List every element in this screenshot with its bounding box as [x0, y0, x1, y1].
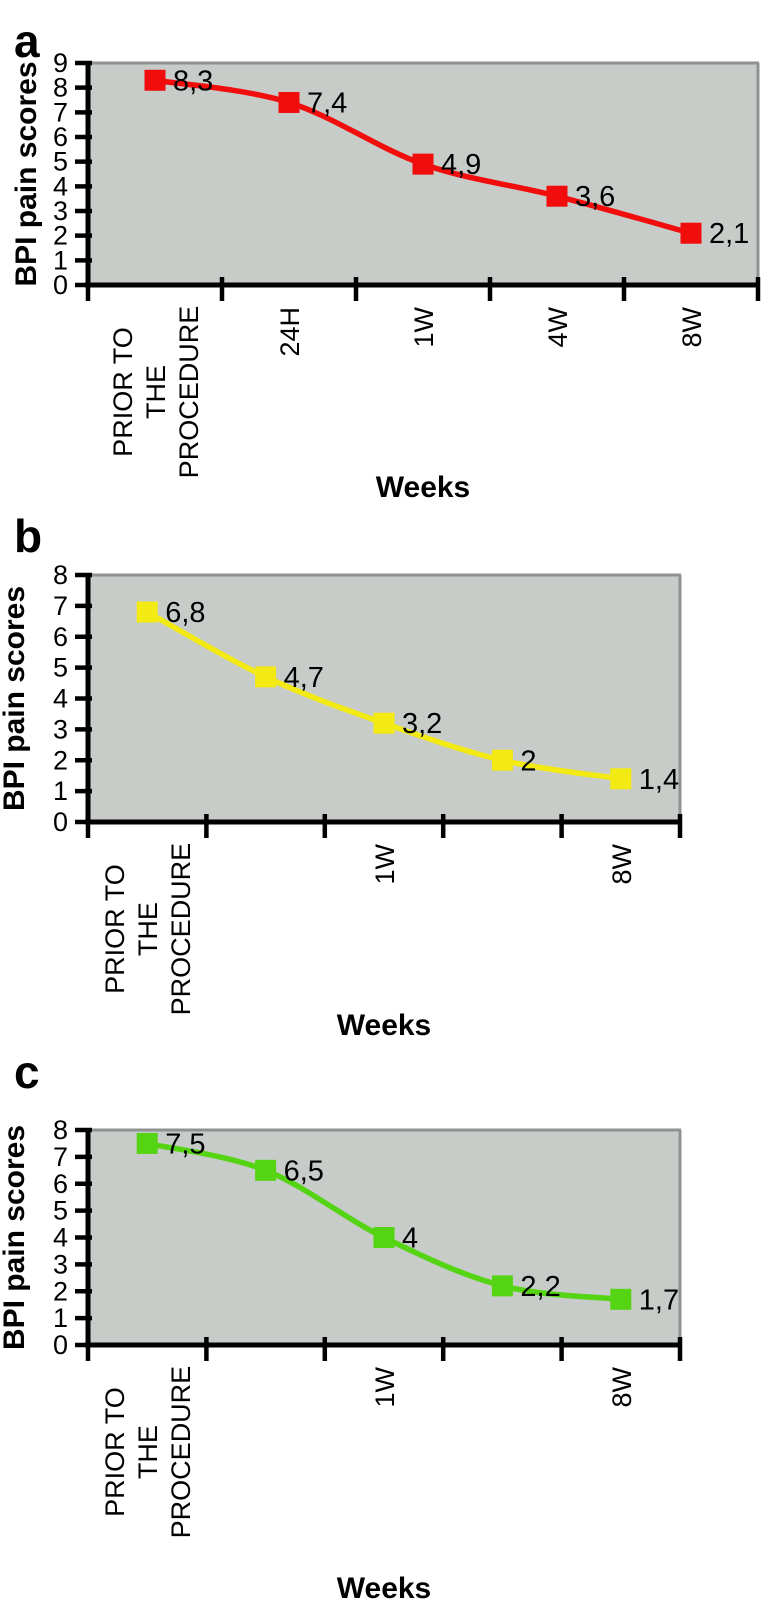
x-tick-label: 24H — [275, 307, 305, 357]
y-tick-label: 7 — [53, 1142, 68, 1172]
y-axis-title: BPI pain scores — [10, 61, 43, 286]
data-point-label: 7,4 — [307, 87, 347, 119]
data-point-marker — [255, 1159, 277, 1181]
x-tick-label: THE — [133, 1425, 163, 1479]
data-point-label: 2,2 — [520, 1271, 560, 1303]
y-tick-label: 4 — [53, 171, 68, 201]
data-point-label: 3,2 — [402, 708, 442, 740]
y-tick-label: 4 — [53, 1223, 68, 1253]
data-point-label: 1,4 — [639, 764, 679, 796]
data-point-label: 4,9 — [441, 149, 481, 181]
y-tick-label: 2 — [53, 221, 68, 251]
panel-letter: a — [14, 15, 40, 67]
y-tick-label: 6 — [53, 1169, 68, 1199]
data-point-label: 3,6 — [575, 181, 615, 213]
data-point-marker — [136, 1132, 158, 1154]
y-tick-label: 1 — [53, 776, 68, 806]
x-axis-title: Weeks — [337, 1572, 432, 1605]
y-tick-label: 2 — [53, 745, 68, 775]
data-point-label: 7,5 — [165, 1128, 205, 1160]
x-tick-label: 1W — [409, 306, 439, 347]
x-tick-label: 8W — [677, 306, 707, 347]
y-tick-label: 0 — [53, 1330, 68, 1360]
data-point-marker — [412, 153, 434, 175]
x-tick-label: PROCEDURE — [174, 306, 204, 479]
x-tick-label: 1W — [370, 843, 400, 884]
y-tick-label: 5 — [53, 147, 68, 177]
data-point-marker — [255, 666, 277, 688]
x-axis-title: Weeks — [337, 1009, 432, 1042]
y-tick-label: 2 — [53, 1276, 68, 1306]
y-tick-label: 9 — [53, 48, 68, 78]
y-tick-label: 8 — [53, 1115, 68, 1145]
data-point-marker — [680, 222, 702, 244]
data-point-marker — [546, 185, 568, 207]
data-point-label: 8,3 — [173, 65, 213, 97]
x-tick-label: PROCEDURE — [166, 1366, 196, 1539]
panel-letter: b — [14, 510, 42, 562]
y-tick-label: 7 — [53, 97, 68, 127]
y-tick-label: 8 — [53, 73, 68, 103]
y-tick-label: 0 — [53, 270, 68, 300]
data-point-label: 4,7 — [284, 662, 324, 694]
data-point-label: 6,5 — [284, 1155, 324, 1187]
y-tick-label: 1 — [53, 1303, 68, 1333]
x-tick-label: 8W — [607, 843, 637, 884]
x-tick-label: PRIOR TO — [100, 864, 130, 994]
y-tick-label: 3 — [53, 1249, 68, 1279]
data-point-label: 2,1 — [709, 218, 749, 250]
y-tick-label: 3 — [53, 714, 68, 744]
data-point-label: 6,8 — [165, 597, 205, 629]
data-point-label: 4 — [402, 1223, 418, 1255]
y-tick-label: 7 — [53, 591, 68, 621]
x-tick-label: THE — [141, 365, 171, 419]
data-point-marker — [491, 749, 513, 771]
data-point-marker — [491, 1275, 513, 1297]
y-tick-label: 5 — [53, 1196, 68, 1226]
y-tick-label: 5 — [53, 653, 68, 683]
y-axis-title: BPI pain scores — [0, 586, 31, 811]
x-tick-label: 8W — [607, 1366, 637, 1407]
data-point-marker — [610, 1288, 632, 1310]
data-point-marker — [610, 768, 632, 790]
x-tick-label: 4W — [543, 306, 573, 347]
data-point-marker — [278, 91, 300, 113]
y-tick-label: 6 — [53, 622, 68, 652]
data-point-label: 2 — [520, 745, 536, 777]
y-tick-label: 0 — [53, 807, 68, 837]
data-point-marker — [136, 601, 158, 623]
y-tick-label: 8 — [53, 560, 68, 590]
data-point-marker — [144, 69, 166, 91]
y-axis-title: BPI pain scores — [0, 1125, 31, 1350]
x-tick-label: THE — [133, 902, 163, 956]
panel-letter: c — [14, 1046, 40, 1098]
y-tick-label: 3 — [53, 196, 68, 226]
y-tick-label: 6 — [53, 122, 68, 152]
x-tick-label: PROCEDURE — [166, 843, 196, 1016]
data-point-marker — [373, 1227, 395, 1248]
y-tick-label: 1 — [53, 245, 68, 275]
plot-area — [88, 575, 680, 822]
data-point-label: 1,7 — [639, 1284, 679, 1316]
x-axis-title: Weeks — [376, 471, 471, 504]
data-point-marker — [373, 712, 395, 734]
x-tick-label: PRIOR TO — [100, 1387, 130, 1517]
y-tick-label: 4 — [53, 684, 68, 714]
x-tick-label: PRIOR TO — [108, 327, 138, 457]
x-tick-label: 1W — [370, 1366, 400, 1407]
